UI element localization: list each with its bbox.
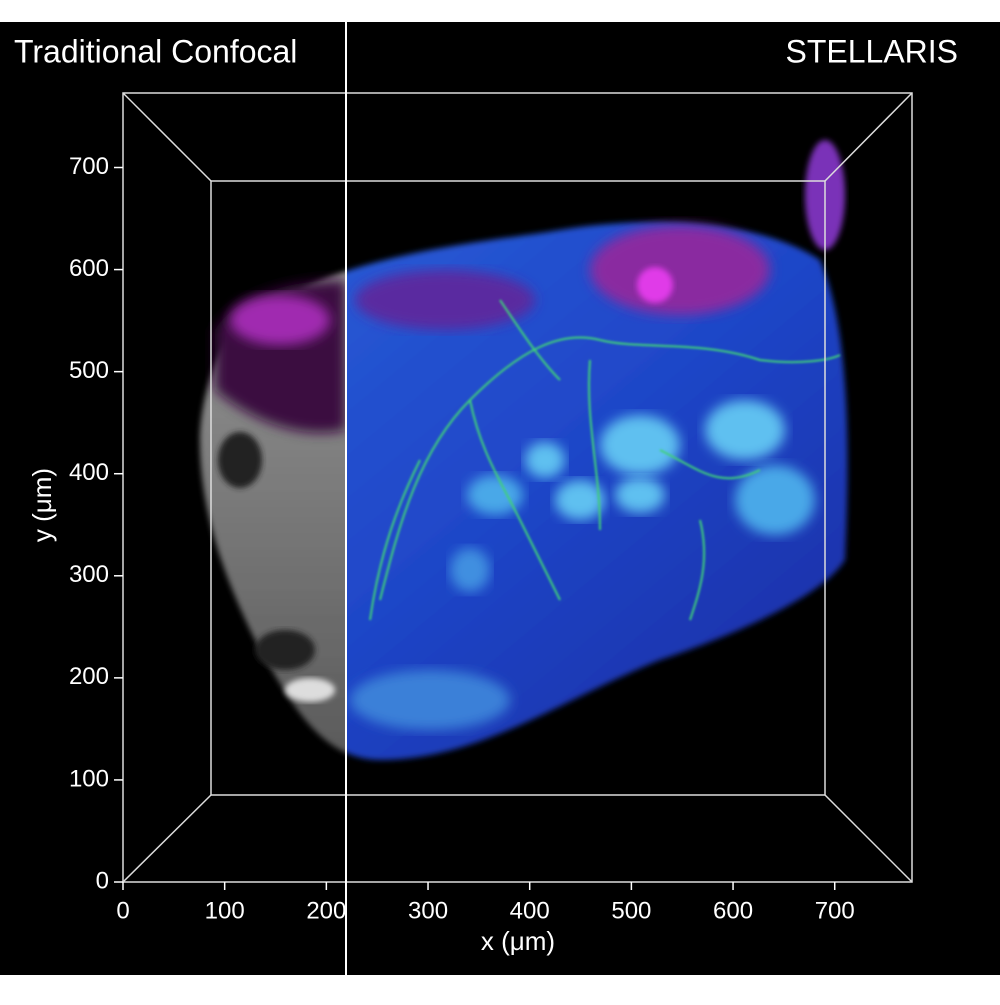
x-tick-label: 0	[116, 897, 129, 924]
y-tick-label: 500	[69, 357, 109, 384]
y-tick-label: 700	[69, 153, 109, 180]
bounding-box	[122, 92, 913, 883]
y-tick-label: 400	[69, 459, 109, 486]
y-tick-label: 100	[69, 765, 109, 792]
x-tick-label: 500	[611, 897, 651, 924]
y-axis-label: y (μm)	[27, 468, 57, 542]
y-tick-label: 0	[96, 867, 109, 894]
x-tick-label: 600	[713, 897, 753, 924]
left-label: Traditional Confocal	[14, 33, 297, 69]
right-label: STELLARIS	[785, 33, 958, 69]
y-tick-label: 600	[69, 255, 109, 282]
x-tick-label: 400	[510, 897, 550, 924]
x-tick-label: 200	[306, 897, 346, 924]
y-tick-label: 200	[69, 663, 109, 690]
y-tick-label: 300	[69, 561, 109, 588]
x-tick-label: 300	[408, 897, 448, 924]
specimen	[200, 140, 848, 760]
x-tick-label: 100	[205, 897, 245, 924]
x-axis-label: x (μm)	[481, 926, 555, 956]
x-tick-label: 700	[815, 897, 855, 924]
